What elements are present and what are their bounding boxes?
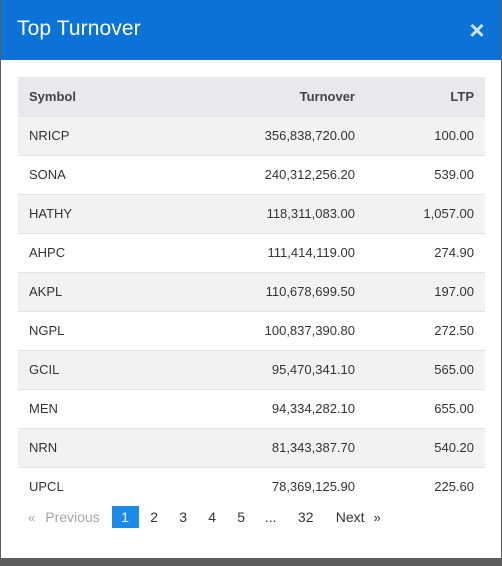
modal-title: Top Turnover	[17, 17, 141, 40]
table-row: SONA 240,312,256.20 539.00	[18, 155, 485, 194]
cell-turnover: 95,470,341.10	[271, 362, 355, 377]
table-row: HATHY 118,311,083.00 1,057.00	[18, 194, 485, 233]
cell-turnover: 111,414,119.00	[267, 245, 355, 260]
table-row: MEN 94,334,282.10 655.00	[18, 389, 485, 428]
pagination: « Previous 1 2 3 4 5 ... 32 Next »	[18, 505, 381, 529]
table-row: NGPL 100,837,390.80 272.50	[18, 311, 485, 350]
cell-turnover: 240,312,256.20	[264, 167, 355, 182]
cell-ltp: 540.20	[434, 440, 474, 455]
cell-symbol: MEN	[29, 401, 58, 416]
double-chevron-right-icon: »	[373, 509, 381, 525]
cell-turnover: 118,311,083.00	[266, 206, 355, 221]
page-4-button[interactable]: 4	[208, 509, 217, 525]
table-row: AHPC 111,414,119.00 274.90	[18, 233, 485, 272]
cell-turnover: 81,343,387.70	[271, 440, 355, 455]
cell-symbol: GCIL	[29, 362, 60, 377]
column-header-turnover: Turnover	[299, 88, 355, 104]
cell-turnover: 94,334,282.10	[271, 401, 355, 416]
page-2-button[interactable]: 2	[150, 509, 159, 525]
cell-ltp: 100.00	[434, 128, 474, 143]
next-page-button[interactable]: Next »	[336, 506, 381, 529]
cell-symbol: AKPL	[29, 284, 63, 299]
table-row: NRICP 356,838,720.00 100.00	[18, 116, 485, 155]
close-icon[interactable]: ×	[469, 15, 485, 45]
pagination-ellipsis: ...	[264, 509, 277, 525]
table-row: AKPL 110,678,699.50 197.00	[18, 272, 485, 311]
double-chevron-left-icon: «	[28, 509, 36, 525]
cell-symbol: HATHY	[29, 206, 73, 221]
column-header-symbol: Symbol	[29, 88, 76, 104]
table-row: NRN 81,343,387.70 540.20	[18, 428, 485, 467]
table-row: UPCL 78,369,125.90 225.60	[18, 467, 485, 506]
cell-symbol: NRN	[29, 440, 58, 455]
cell-turnover: 110,678,699.50	[265, 284, 355, 299]
page-5-button[interactable]: 5	[237, 509, 246, 525]
turnover-table: Symbol Turnover LTP NRICP 356,838,720.00…	[18, 77, 485, 506]
cell-ltp: 225.60	[434, 479, 474, 495]
column-header-ltp: LTP	[450, 88, 474, 104]
cell-ltp: 272.50	[434, 323, 474, 338]
cell-symbol: UPCL	[29, 479, 64, 495]
turnover-table-container: Symbol Turnover LTP NRICP 356,838,720.00…	[18, 77, 485, 506]
cell-ltp: 274.90	[434, 245, 474, 260]
previous-label: Previous	[45, 508, 100, 525]
page-3-button[interactable]: 3	[179, 509, 188, 525]
cell-ltp: 565.00	[434, 362, 474, 377]
table-row: GCIL 95,470,341.10 565.00	[18, 350, 485, 389]
cell-symbol: AHPC	[29, 245, 66, 260]
page-1-button[interactable]: 1	[111, 506, 139, 528]
cell-turnover: 78,369,125.90	[271, 479, 355, 495]
table-header-row: Symbol Turnover LTP	[18, 77, 485, 116]
cell-symbol: NRICP	[29, 128, 70, 143]
table-head: Symbol Turnover LTP	[18, 77, 485, 116]
cell-turnover: 356,838,720.00	[264, 128, 355, 143]
next-label: Next	[335, 508, 365, 525]
cell-ltp: 197.00	[434, 284, 474, 299]
cell-ltp: 1,057.00	[423, 206, 474, 221]
cell-ltp: 539.00	[434, 167, 474, 182]
cell-symbol: NGPL	[29, 323, 65, 338]
page-32-button[interactable]: 32	[297, 509, 314, 525]
cell-turnover: 100,837,390.80	[264, 323, 355, 338]
cell-ltp: 655.00	[434, 401, 474, 416]
table-body: NRICP 356,838,720.00 100.00 SONA 240,312…	[18, 116, 485, 506]
modal-header: Top Turnover ×	[1, 0, 501, 60]
previous-page-button[interactable]: « Previous	[28, 506, 100, 529]
cell-symbol: SONA	[29, 167, 66, 182]
